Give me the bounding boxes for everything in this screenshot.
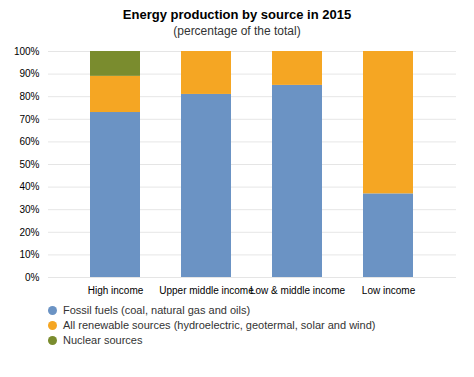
svg-text:90%: 90% <box>19 68 39 79</box>
svg-text:High income: High income <box>88 285 144 296</box>
svg-text:Low & middle income: Low & middle income <box>250 285 345 296</box>
svg-text:80%: 80% <box>19 91 39 102</box>
html-text:Energy production by source in: Energy production by source in 2015 <box>122 7 352 22</box>
svg-text:20%: 20% <box>19 227 39 238</box>
svg-text:Upper middle income: Upper middle income <box>159 285 254 296</box>
svg-text:100%: 100% <box>14 46 40 57</box>
html-text:All renewable sources (hydroel: All renewable sources (hydroelectric, ge… <box>63 319 376 331</box>
svg-text:40%: 40% <box>19 181 39 192</box>
svg-text:30%: 30% <box>19 204 39 215</box>
svg-text:Low income: Low income <box>362 285 416 296</box>
svg-text:10%: 10% <box>19 249 39 260</box>
svg-text:0%: 0% <box>25 272 40 283</box>
svg-text:70%: 70% <box>19 114 39 125</box>
html-text:Nuclear sources: Nuclear sources <box>63 334 143 346</box>
html-text:(percentage of the total): (percentage of the total) <box>173 24 301 38</box>
svg-text:60%: 60% <box>19 136 39 147</box>
html-text:Fossil fuels (coal, natural ga: Fossil fuels (coal, natural gas and oils… <box>63 304 251 316</box>
svg-text:50%: 50% <box>19 159 39 170</box>
